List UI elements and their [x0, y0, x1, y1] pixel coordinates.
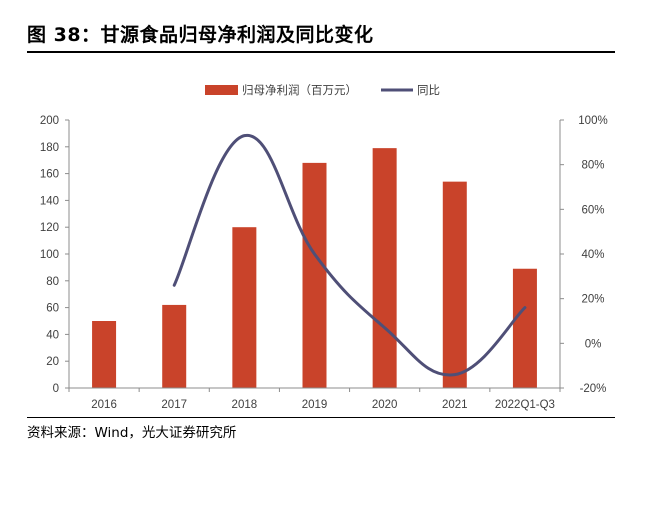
- x-tick-label: 2017: [161, 399, 187, 411]
- bar-2016: [92, 321, 117, 388]
- chart-axes: 0 20 40 60 80 100 120 140 160 180 200 -20% 0% 20% 40% 6…: [40, 115, 608, 411]
- source-divider: [27, 417, 615, 418]
- bar-2018: [232, 227, 257, 388]
- x-tick-label: 2021: [442, 399, 468, 411]
- bar-2017: [162, 304, 187, 388]
- y-left-tick-label: 140: [40, 195, 59, 207]
- y-right-tick-label: 80%: [581, 160, 604, 172]
- yoy-line: [172, 134, 527, 377]
- y-left-tick-label: 0: [53, 383, 59, 395]
- title-divider: [27, 51, 615, 53]
- y-right-tick-label: 40%: [581, 249, 604, 261]
- bar-series: [92, 148, 537, 388]
- y-left-tick-label: 120: [40, 222, 59, 234]
- bar-2020: [372, 148, 397, 388]
- bar-2021: [442, 181, 467, 388]
- bar-2019: [302, 162, 327, 388]
- y-right-tick-label: -20%: [580, 383, 607, 395]
- y-left-tick-label: 200: [40, 115, 59, 127]
- y-right-tick-label: 20%: [581, 294, 604, 306]
- y-left-tick-label: 40: [46, 329, 59, 341]
- legend-bar-label: 归母净利润（百万元）: [242, 83, 357, 97]
- y-left-tick-label: 160: [40, 169, 59, 181]
- x-tick-label: 2018: [232, 399, 258, 411]
- bar-2022q1-q3: [512, 268, 537, 388]
- x-tick-label: 2016: [91, 399, 117, 411]
- figure-title: 图 38：甘源食品归母净利润及同比变化: [27, 24, 374, 46]
- y-left-tick-label: 20: [46, 356, 59, 368]
- legend-bar-swatch: [205, 85, 238, 95]
- x-tick-label: 2022Q1-Q3: [495, 399, 555, 411]
- x-tick-label: 2020: [372, 399, 398, 411]
- y-left-tick-label: 80: [46, 276, 59, 288]
- y-right-tick-label: 100%: [578, 115, 607, 127]
- y-left-tick-label: 100: [40, 249, 59, 261]
- y-right-tick-label: 60%: [581, 204, 604, 216]
- y-left-tick-label: 60: [46, 303, 59, 315]
- y-left-tick-label: 180: [40, 142, 59, 154]
- x-tick-label: 2019: [302, 399, 328, 411]
- legend-line-label: 同比: [417, 84, 440, 97]
- source-note: 资料来源：Wind，光大证券研究所: [27, 425, 237, 441]
- chart-legend: 归母净利润（百万元） 同比: [205, 83, 440, 97]
- y-right-tick-label: 0%: [585, 338, 602, 350]
